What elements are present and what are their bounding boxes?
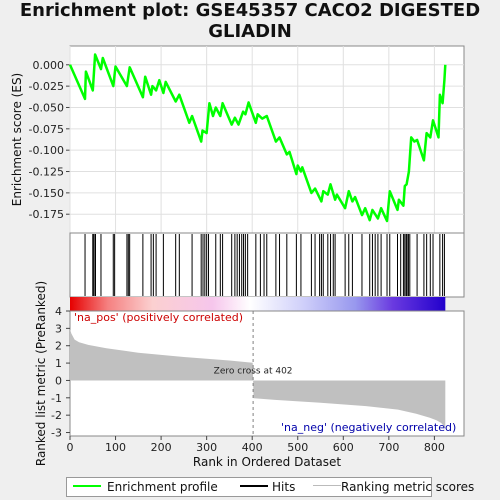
legend-hits-label: Hits	[272, 480, 296, 494]
rank-xtick-label: 800	[424, 441, 445, 454]
rank-ytick-label: -1	[51, 392, 62, 405]
chart-title-line1: Enrichment plot: GSE45357 CACO2 DIGESTED	[19, 0, 481, 21]
neg-correlated-label: 'na_neg' (negatively correlated)	[281, 421, 456, 434]
es-ytick-label: -0.175	[29, 208, 64, 221]
rank-ytick-label: 1	[55, 357, 62, 370]
legend-hits-swatch	[240, 485, 268, 487]
es-ylabel: Enrichment score (ES)	[10, 73, 24, 206]
es-ytick-label: -0.075	[29, 123, 64, 136]
es-ytick-label: -0.025	[29, 80, 64, 93]
pos-correlated-label: 'na_pos' (positively correlated)	[74, 311, 243, 324]
legend-profile-label: Enrichment profile	[107, 480, 218, 494]
rank-xtick-label: 500	[287, 441, 308, 454]
es-panel: 0.000 -0.025 -0.050 -0.075 -0.100 -0.125 -0.15…	[10, 45, 465, 234]
rank-xtick-label: 700	[378, 441, 399, 454]
legend-ranking-swatch	[313, 485, 341, 486]
rank-ytick-label: -3	[51, 427, 62, 440]
legend-ranking-label: Ranking metric scores	[341, 480, 475, 494]
chart-title: Enrichment plot: GSE45357 CACO2 DIGESTED…	[0, 0, 500, 42]
rank-ytick-label: 0	[55, 374, 62, 387]
rank-ytick-label: -2	[51, 409, 62, 422]
ranking-color-bar	[70, 297, 446, 311]
ranking-panel: Zero cross at 402 'na_pos' (positively co…	[34, 281, 465, 469]
hits-panel	[69, 232, 465, 298]
zero-cross-label: Zero cross at 402	[214, 367, 293, 377]
rank-ytick-label: 3	[55, 322, 62, 335]
enrichment-profile-line	[68, 53, 447, 223]
es-ytick-label: -0.125	[29, 166, 64, 179]
rank-xtick-label: 300	[196, 441, 217, 454]
chart-title-line2: GLIADIN	[208, 21, 292, 42]
rank-xtick-label: 600	[333, 441, 354, 454]
rank-xtick-label: 400	[242, 441, 263, 454]
es-ytick-label: 0.000	[33, 59, 65, 72]
rank-ytick-label: 2	[55, 340, 62, 353]
legend: Enrichment profile Hits Ranking metric s…	[66, 477, 474, 497]
rank-xtick-label: 200	[151, 441, 172, 454]
ranking-metric-area	[70, 329, 446, 430]
es-ytick-label: -0.150	[29, 187, 64, 200]
rank-ytick-label: 4	[55, 305, 62, 318]
es-ytick-label: -0.100	[29, 144, 64, 157]
rank-ylabel: Ranked list metric (PreRanked)	[34, 281, 48, 466]
es-ytick-label: -0.050	[29, 101, 64, 114]
rank-xtick-label: 0	[67, 441, 74, 454]
legend-profile-swatch	[73, 485, 101, 487]
rank-xtick-label: 100	[105, 441, 126, 454]
rank-xlabel: Rank in Ordered Dataset	[193, 455, 341, 469]
